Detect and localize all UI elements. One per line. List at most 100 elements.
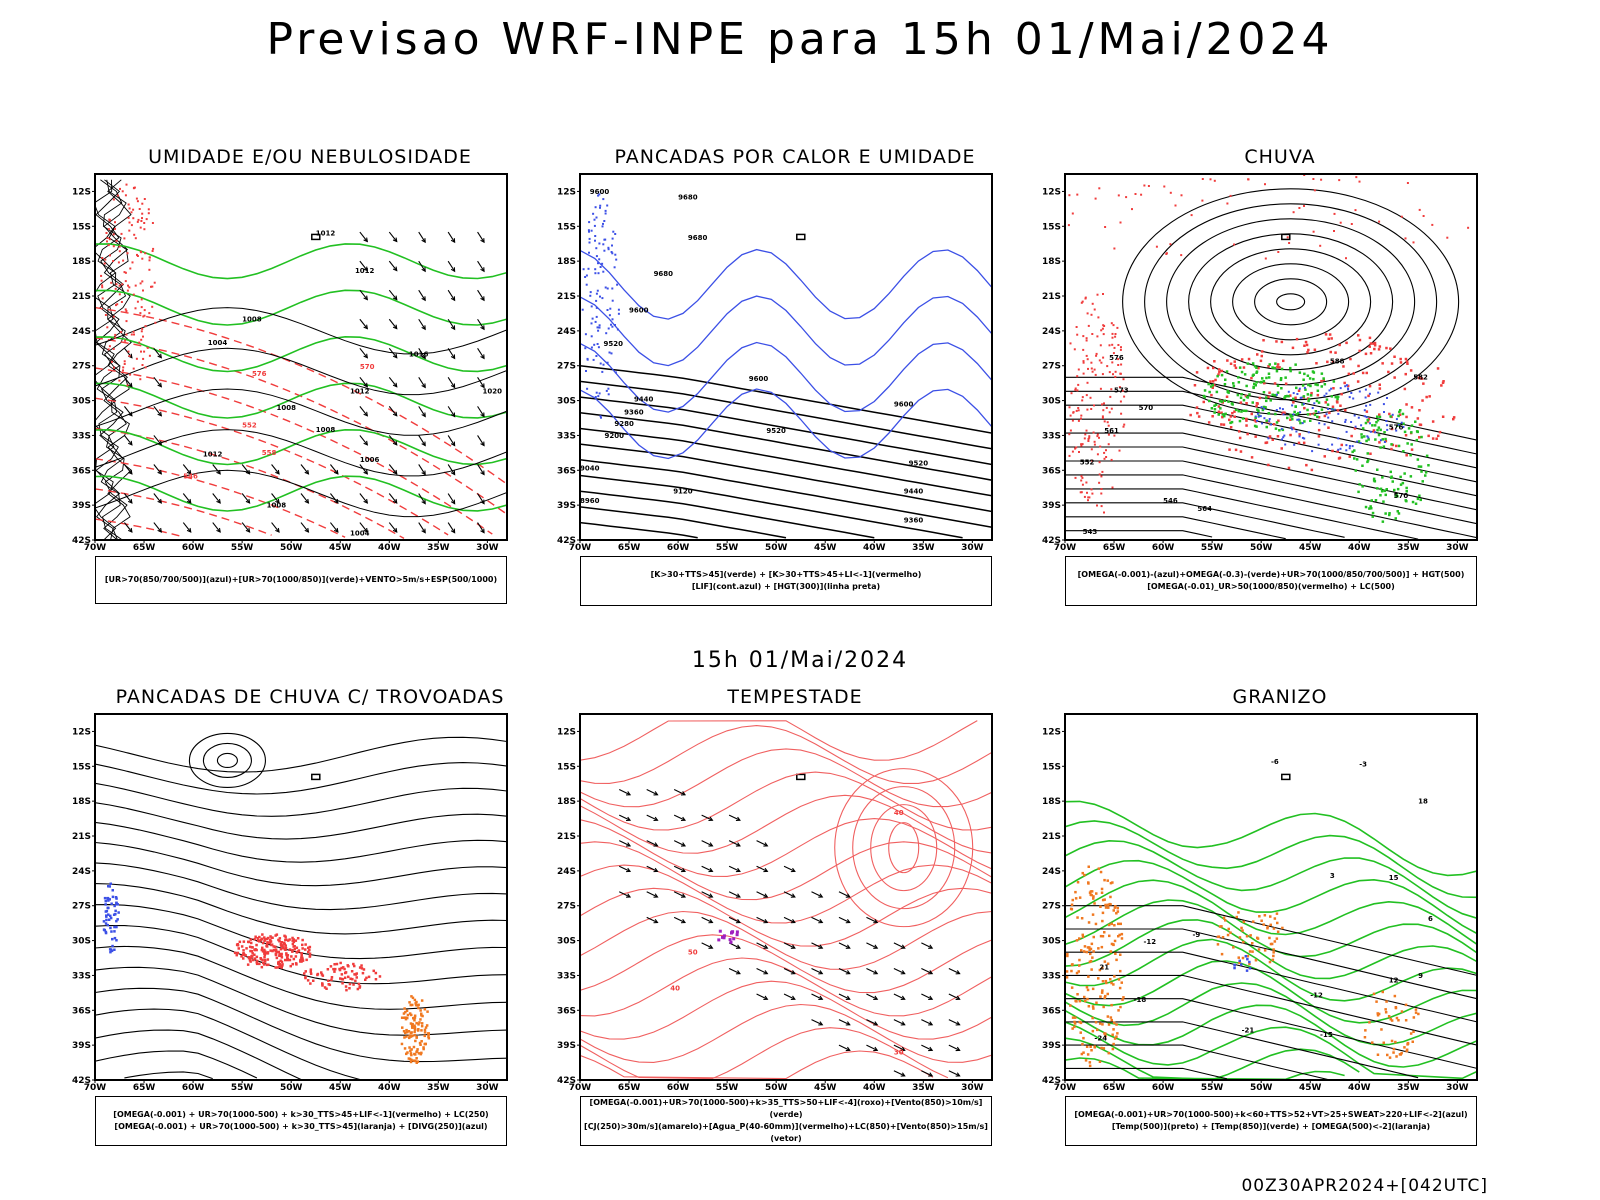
wind-arrowhead <box>480 383 485 389</box>
wind-arrow <box>388 289 398 300</box>
wind-arrow <box>701 865 713 872</box>
contour-line <box>95 1029 302 1080</box>
contour-value-label: 570 <box>1394 492 1409 500</box>
wind-arrow <box>728 840 741 847</box>
wind-arrow <box>811 967 823 975</box>
lat-tick-label: 27S <box>1042 902 1061 912</box>
wind-arrowhead <box>157 498 163 504</box>
lat-tick-label: 30S <box>557 937 576 947</box>
panel-title: CHUVA <box>1244 146 1316 168</box>
contour-line <box>1065 859 1477 935</box>
lat-tick-label: 33S <box>1042 971 1061 981</box>
lon-tick-label: 30W <box>1446 1083 1469 1093</box>
wind-arrowhead <box>900 1021 906 1026</box>
wind-arrowhead <box>392 295 398 301</box>
wind-arrowhead <box>333 469 339 475</box>
wind-arrow <box>447 347 456 359</box>
wind-arrowhead <box>708 842 714 847</box>
wind-arrowhead <box>421 354 426 360</box>
wind-arrow <box>673 840 686 847</box>
contour-line <box>1065 820 1477 899</box>
wind-arrow <box>418 289 426 301</box>
wind-arrow <box>418 377 426 388</box>
lat-tick-label: 18S <box>1042 797 1061 807</box>
lon-tick-label: 55W <box>231 543 254 553</box>
wind-arrowhead <box>421 238 426 244</box>
lat-tick-label: 12S <box>72 727 91 737</box>
contour-line <box>1166 218 1416 386</box>
wind-arrowhead <box>763 867 769 873</box>
map-frame <box>579 713 993 1081</box>
contour-value-label: 564 <box>1197 505 1212 513</box>
wind-arrowhead <box>480 354 485 360</box>
contour-line <box>1065 905 1477 976</box>
wind-arrow <box>388 318 398 329</box>
lon-tick-label: 45W <box>1299 543 1322 553</box>
streamline <box>188 732 266 789</box>
wind-arrowhead <box>873 918 879 924</box>
wind-arrow <box>921 942 933 949</box>
streamline <box>834 768 974 928</box>
wind-arrow <box>893 1070 905 1077</box>
wind-arrow <box>477 377 485 388</box>
contour-line <box>1065 418 1477 483</box>
contour-line <box>1065 998 1477 1069</box>
wind-arrowhead <box>845 1021 851 1026</box>
wind-arrow <box>123 347 133 359</box>
wind-arrow <box>783 967 796 975</box>
wind-arrow <box>388 376 398 388</box>
contour-line <box>1065 390 1477 455</box>
legend-line: [OMEGA(-0.001)+UR>70(1000-500)+k<60+TTS>… <box>1074 1110 1468 1119</box>
rain-green-dots <box>1202 362 1340 432</box>
wind-arrow <box>756 916 768 924</box>
wind-arrowhead <box>216 469 221 475</box>
contour-line <box>1065 938 1477 1002</box>
wind-arrow <box>756 942 768 949</box>
contour-line <box>1065 1037 1360 1080</box>
lat-tick-label: 24S <box>557 327 576 337</box>
lat-tick-label: 27S <box>557 902 576 912</box>
contour-line <box>1065 474 1477 539</box>
wind-arrow <box>418 231 426 243</box>
contour-line <box>1254 278 1328 326</box>
contour-line <box>1065 974 1477 1046</box>
wind-arrow <box>418 493 426 504</box>
contour-value-label: 561 <box>1104 427 1119 435</box>
wind-arrowhead <box>186 527 192 533</box>
wind-arrowhead <box>450 441 456 447</box>
wind-arrowhead <box>708 867 714 873</box>
wind-arrow <box>359 435 368 446</box>
wind-arrow <box>477 260 485 272</box>
lat-tick-label: 30S <box>1042 397 1061 407</box>
contour-line <box>580 474 963 539</box>
wind-arrowhead <box>421 441 426 447</box>
wind-arrowhead <box>680 893 687 898</box>
wind-arrow <box>212 464 221 475</box>
wind-arrowhead <box>363 266 369 272</box>
lif-contours-blue <box>580 248 992 460</box>
wind-arrow <box>447 406 456 417</box>
lat-tick-label: 30S <box>72 397 91 407</box>
wind-arrow <box>182 493 192 504</box>
wind-arrow <box>618 840 631 847</box>
lon-tick-label: 70W <box>569 543 592 553</box>
wind-arrowhead <box>333 498 339 504</box>
wind-arrow <box>388 493 398 504</box>
contour-line <box>580 1027 949 1080</box>
wind-arrow <box>123 522 133 533</box>
contour-line <box>580 388 992 460</box>
wind-arrow <box>893 993 905 1000</box>
wind-arrow <box>447 231 456 243</box>
lon-tick-label: 45W <box>1299 1083 1322 1093</box>
wind-arrow <box>811 993 823 1000</box>
wind-arrow <box>618 789 631 796</box>
contour-line <box>95 924 507 985</box>
contour-value-label: 1006 <box>360 456 380 464</box>
contour-value-label: 9200 <box>605 432 625 440</box>
contour-value-label: 1008 <box>242 316 262 324</box>
andes-rain-red <box>1068 293 1126 514</box>
wind-arrowhead <box>480 296 485 302</box>
contour-value-label: 1008 <box>276 404 296 412</box>
wind-arrow <box>447 289 456 301</box>
wind-arrowhead <box>845 893 851 898</box>
